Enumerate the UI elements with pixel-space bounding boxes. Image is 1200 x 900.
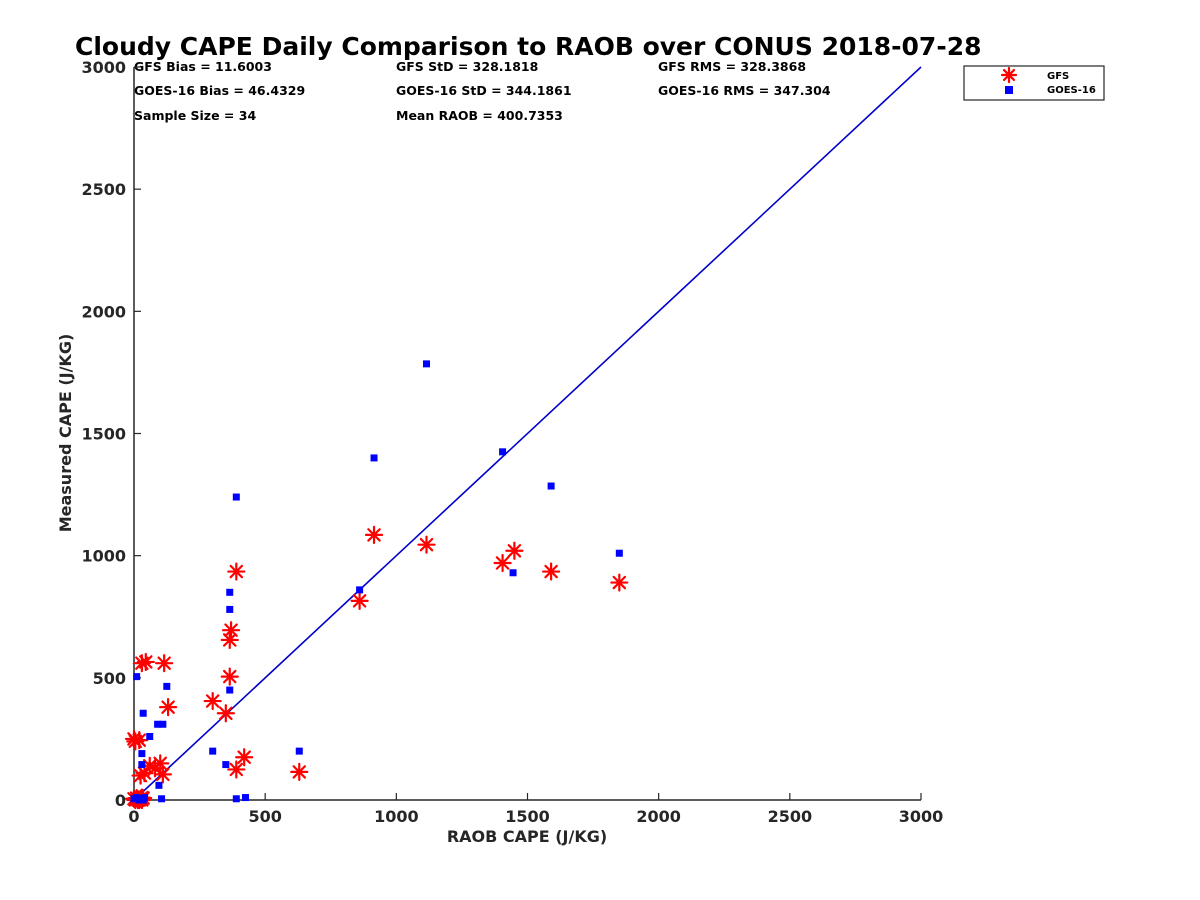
goes-16-point: [226, 588, 234, 596]
chart-title: Cloudy CAPE Daily Comparison to RAOB ove…: [75, 32, 981, 61]
gfs-point: [130, 731, 149, 750]
goes-16-point: [139, 709, 147, 717]
stat-goes-std: GOES-16 StD = 344.1861: [396, 83, 572, 98]
y-tick-label: 500: [93, 669, 126, 688]
legend-goes-label: GOES-16: [1047, 85, 1096, 96]
goes-16-point: [615, 549, 623, 557]
goes-16-point: [138, 750, 146, 758]
legend-goes-marker: [1005, 86, 1013, 94]
gfs-point: [364, 525, 384, 544]
gfs-point: [227, 760, 246, 779]
goes-16-point: [295, 747, 303, 755]
x-tick-label: 1000: [374, 807, 419, 826]
x-tick-label: 3000: [899, 807, 944, 826]
goes-16-point: [154, 720, 162, 728]
goes-16-point: [158, 795, 166, 803]
gfs-point: [610, 573, 629, 592]
goes-16-point: [159, 720, 167, 728]
x-tick-label: 0: [128, 807, 139, 826]
gfs-point: [153, 765, 172, 784]
goes-16-point: [222, 761, 230, 769]
gfs-point: [417, 535, 436, 554]
y-tick-label: 1000: [81, 547, 126, 566]
goes-16-point: [499, 448, 507, 456]
one-to-one-line: [133, 66, 922, 801]
y-tick-label: 0: [115, 791, 126, 810]
x-axis-ticks: 0 500 1000 1500 2000 2500 3000: [128, 793, 943, 826]
goes-16-point: [423, 360, 431, 368]
gfs-point: [159, 698, 178, 717]
stat-sample-size: Sample Size = 34: [134, 108, 256, 123]
gfs-point: [493, 553, 512, 573]
y-axis-ticks: 0 500 1000 1500 2000 2500 3000: [81, 58, 141, 810]
goes-16-point: [232, 493, 240, 501]
gfs-point: [220, 630, 239, 650]
goes-16-point: [370, 454, 378, 462]
goes-16-point: [241, 794, 249, 802]
gfs-point: [216, 704, 235, 723]
legend-gfs-marker: [1000, 66, 1018, 84]
goes-16-point: [155, 781, 163, 789]
stat-gfs-std: GFS StD = 328.1818: [396, 59, 538, 74]
goes-16-point: [226, 605, 234, 613]
stat-gfs-rms: GFS RMS = 328.3868: [658, 59, 806, 74]
series-goes-16: [130, 360, 623, 804]
legend-gfs-asterisk: [1000, 66, 1018, 84]
y-axis-label: Measured CAPE (J/KG): [56, 334, 75, 533]
y-tick-label: 1500: [81, 425, 126, 444]
stat-gfs-bias: GFS Bias = 11.6003: [134, 59, 272, 74]
y-tick-label: 2000: [81, 302, 126, 321]
x-tick-label: 2500: [768, 807, 813, 826]
gfs-point: [350, 591, 369, 610]
goes-16-point: [133, 673, 141, 681]
series-gfs: [124, 525, 629, 810]
gfs-point: [227, 562, 246, 581]
gfs-point: [505, 541, 524, 560]
gfs-point: [290, 762, 309, 782]
y-tick-label: 3000: [81, 58, 126, 77]
legend-gfs-label: GFS: [1047, 71, 1069, 82]
gfs-point: [221, 621, 241, 640]
stat-mean-raob: Mean RAOB = 400.7353: [396, 108, 563, 123]
gfs-point: [235, 748, 254, 767]
goes-16-point: [140, 794, 148, 802]
legend-box: [963, 65, 1105, 101]
goes-16-point: [547, 482, 555, 490]
goes-16-point: [232, 795, 240, 803]
stat-goes-bias: GOES-16 Bias = 46.4329: [134, 83, 305, 98]
gfs-point: [155, 654, 174, 673]
goes-16-point: [209, 747, 217, 755]
reference-line: [133, 66, 922, 801]
x-tick-label: 2000: [636, 807, 681, 826]
goes-16-point: [138, 761, 146, 769]
x-tick-label: 1500: [505, 807, 550, 826]
goes-16-point: [163, 682, 171, 690]
goes-16-point: [356, 586, 364, 594]
x-tick-label: 500: [248, 807, 281, 826]
goes-16-point: [146, 732, 154, 740]
gfs-point: [542, 562, 561, 581]
stats-block: GFS Bias = 11.6003 GFS StD = 328.1818 GF…: [134, 59, 831, 123]
gfs-point: [203, 691, 222, 711]
y-tick-label: 2500: [81, 180, 126, 199]
gfs-point: [220, 667, 239, 686]
gfs-point: [151, 754, 170, 773]
x-axis-label: RAOB CAPE (J/KG): [447, 827, 607, 846]
gfs-point: [136, 652, 155, 672]
goes-16-point: [509, 569, 517, 577]
legend: GFS GOES-16: [963, 65, 1105, 101]
goes-16-point: [226, 686, 234, 694]
stat-goes-rms: GOES-16 RMS = 347.304: [658, 83, 831, 98]
